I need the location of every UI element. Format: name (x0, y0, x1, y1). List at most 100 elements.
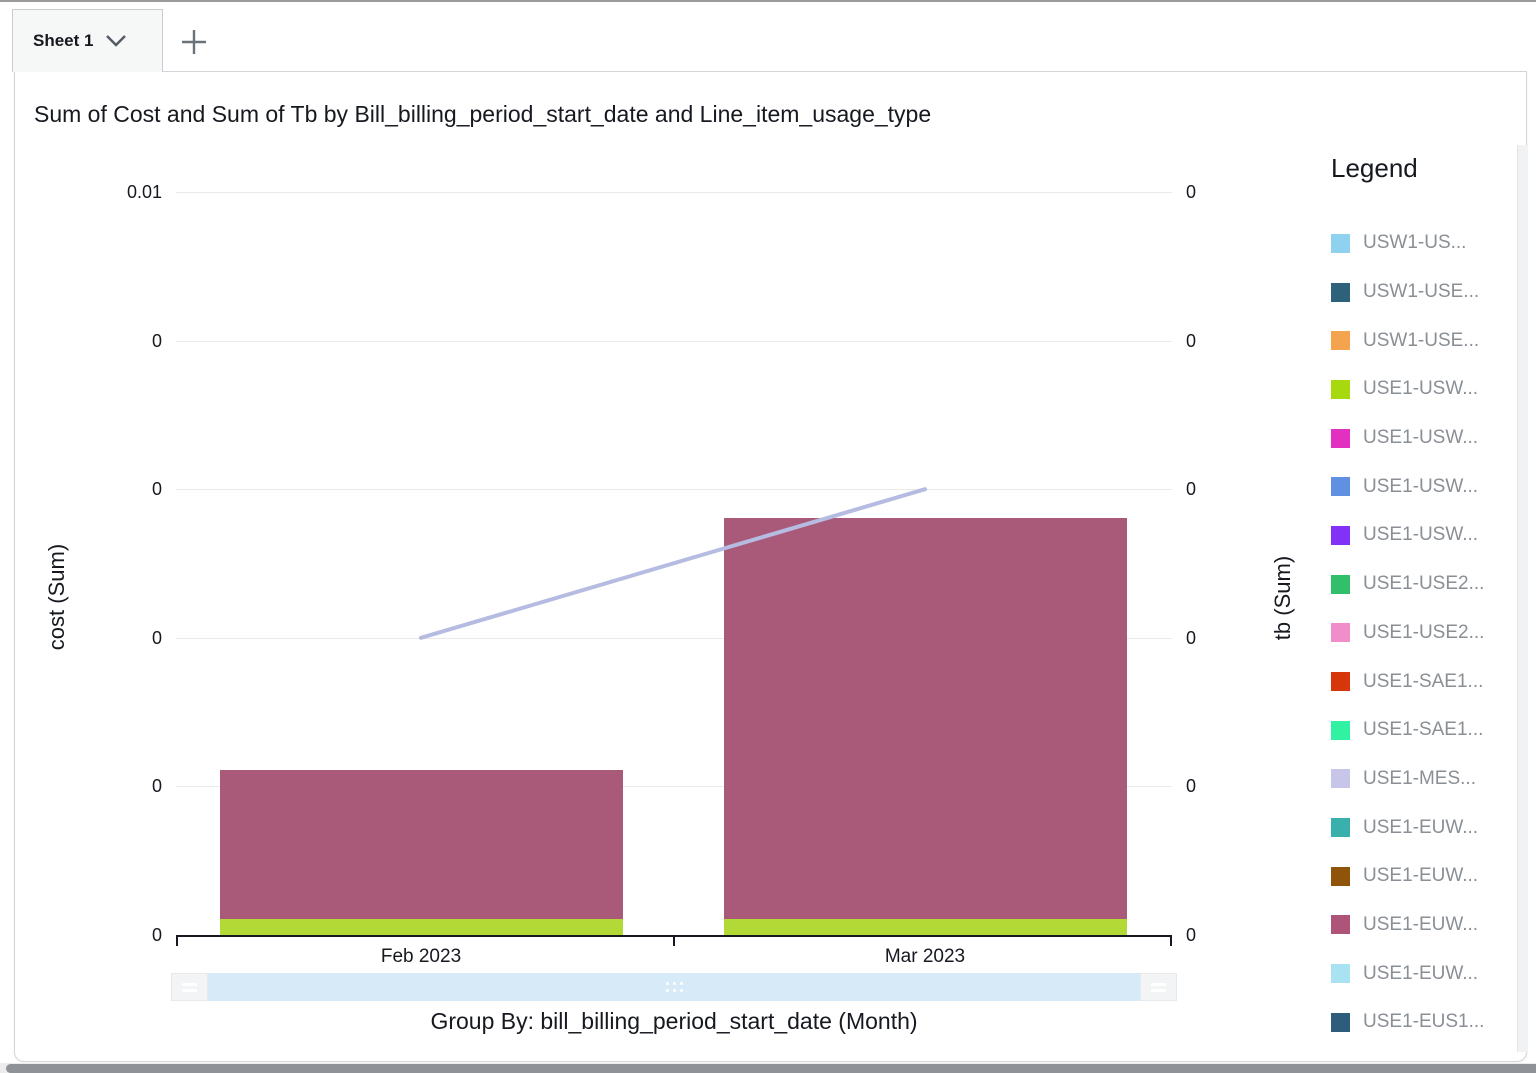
add-sheet-button[interactable] (178, 26, 210, 58)
legend-swatch (1331, 282, 1350, 302)
legend-item[interactable]: USE1-SAE1... (1331, 706, 1484, 755)
right-axis-tick-label: 0 (1186, 776, 1197, 797)
x-category-label: Feb 2023 (380, 946, 462, 967)
window-top-edge (0, 0, 1536, 2)
legend-swatch (1331, 1012, 1350, 1032)
legend-swatch (1331, 379, 1350, 399)
gridline (176, 340, 1172, 342)
bar-segment[interactable] (219, 770, 623, 920)
legend-item-label: USE1-USW... (1363, 524, 1479, 546)
left-axis-tick-label: 0 (151, 479, 162, 500)
legend-item[interactable]: USE1-EUW... (1331, 803, 1484, 852)
legend-item-label: USE1-SAE1... (1363, 670, 1484, 692)
legend-swatch (1331, 818, 1350, 838)
right-axis-title: tb (Sum) (1270, 555, 1295, 641)
sheet-tab-label: Sheet 1 (33, 31, 94, 50)
left-axis-tick-label: 0.01 (126, 182, 162, 202)
legend-swatch (1331, 477, 1350, 497)
legend-item[interactable]: USE1-EUW... (1331, 852, 1484, 901)
x-axis-zoom-scrollbar[interactable] (171, 973, 1177, 1001)
x-axis-tick (673, 937, 675, 946)
right-axis-tick-label: 0 (1186, 182, 1197, 202)
bar-segment[interactable] (723, 919, 1127, 935)
x-axis-tick (1170, 937, 1172, 946)
scrollbar-left-handle[interactable] (171, 973, 208, 1001)
chart-title: Sum of Cost and Sum of Tb by Bill_billin… (34, 101, 932, 127)
legend-item-label: USE1-EUW... (1363, 865, 1479, 887)
legend-swatch (1331, 964, 1350, 984)
scrollbar-right-handle[interactable] (1140, 973, 1177, 1001)
trend-line[interactable] (419, 487, 927, 640)
legend-item-label: USW1-USE... (1363, 281, 1480, 303)
legend-item[interactable]: USE1-USW... (1331, 511, 1484, 560)
legend-item-label: USW1-US... (1363, 232, 1467, 254)
legend-item[interactable]: USE1-USE2... (1331, 609, 1484, 658)
right-axis-tick-label: 0 (1186, 627, 1197, 648)
legend: USW1-US... USW1-USE... USW1-USE... USE1-USW… (1331, 219, 1484, 1047)
x-category-label: Mar 2023 (884, 946, 966, 967)
legend-swatch (1331, 574, 1350, 594)
left-axis-tick-labels: 0.01 0 0 0 0 0 (96, 182, 162, 945)
left-axis-tick-label: 0 (151, 330, 162, 351)
equals-icon (182, 988, 197, 992)
legend-swatch (1331, 720, 1350, 740)
legend-item-label: USE1-EUW... (1363, 962, 1479, 984)
legend-item-label: USE1-USE2... (1363, 573, 1485, 595)
legend-item[interactable]: USE1-USW... (1331, 462, 1484, 511)
bar-segment[interactable] (219, 919, 623, 935)
legend-swatch (1331, 233, 1350, 253)
legend-item-label: USE1-MES... (1363, 767, 1476, 789)
equals-icon (182, 982, 197, 986)
left-axis-title: cost (Sum) (44, 543, 69, 651)
legend-swatch (1331, 525, 1350, 545)
left-axis-tick-label: 0 (151, 925, 162, 945)
legend-item-label: USW1-USE... (1363, 329, 1480, 351)
legend-title: Legend (1331, 153, 1418, 183)
legend-item[interactable]: USE1-USE2... (1331, 560, 1484, 609)
legend-item-label: USE1-USW... (1363, 427, 1479, 449)
gridline (176, 786, 1172, 788)
right-axis-tick-labels: 0 0 0 0 0 0 (1186, 182, 1246, 945)
bar-segment[interactable] (723, 518, 1127, 920)
legend-item[interactable]: USE1-EUW... (1331, 901, 1484, 950)
left-axis-tick-label: 0 (151, 627, 162, 648)
legend-item-label: USE1-EUS1... (1363, 1011, 1485, 1033)
chevron-down-icon[interactable] (105, 34, 127, 48)
legend-item[interactable]: USE1-USW... (1331, 365, 1484, 414)
legend-swatch (1331, 672, 1350, 692)
right-axis-tick-label: 0 (1186, 479, 1197, 500)
legend-swatch (1331, 769, 1350, 789)
legend-item[interactable]: USE1-SAE1... (1331, 657, 1484, 706)
legend-swatch (1331, 331, 1350, 351)
page-horizontal-scrollbar-thumb[interactable] (6, 1064, 1536, 1073)
legend-item[interactable]: USE1-EUS1... (1331, 998, 1484, 1047)
x-axis-tick (176, 937, 178, 946)
legend-item-label: USE1-SAE1... (1363, 719, 1484, 741)
gridline (176, 637, 1172, 639)
plot-area (176, 192, 1172, 946)
legend-swatch (1331, 623, 1350, 643)
legend-swatch (1331, 915, 1350, 935)
gridline (176, 489, 1172, 491)
right-axis-tick-label: 0 (1186, 925, 1197, 945)
equals-icon (1151, 988, 1166, 992)
legend-item-label: USE1-USW... (1363, 475, 1479, 497)
legend-item[interactable]: USW1-USE... (1331, 316, 1484, 365)
legend-scrollbar-track[interactable] (1517, 145, 1528, 1052)
dots-grid-icon[interactable] (665, 982, 683, 992)
equals-icon (1151, 982, 1166, 986)
left-axis-tick-label: 0 (151, 776, 162, 797)
legend-item[interactable]: USE1-EUW... (1331, 949, 1484, 998)
legend-item[interactable]: USW1-US... (1331, 219, 1484, 268)
legend-swatch (1331, 428, 1350, 448)
legend-item[interactable]: USE1-USW... (1331, 414, 1484, 463)
plus-icon (179, 27, 209, 57)
legend-swatch (1331, 866, 1350, 886)
legend-item-label: USE1-EUW... (1363, 913, 1479, 935)
tab-sheet-1[interactable]: Sheet 1 (12, 9, 163, 72)
legend-item[interactable]: USW1-USE... (1331, 268, 1484, 317)
scrollbar-track[interactable] (208, 973, 1140, 1001)
legend-item[interactable]: USE1-MES... (1331, 755, 1484, 804)
line-series-layer (419, 487, 927, 640)
